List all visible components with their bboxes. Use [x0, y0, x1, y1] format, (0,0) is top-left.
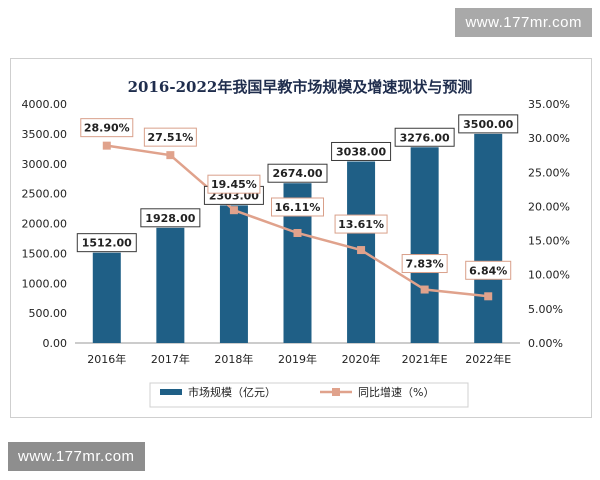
y-right-tick-label: 15.00%: [528, 235, 570, 248]
legend-box: [149, 382, 469, 408]
bar-data-label: 3500.00: [463, 118, 513, 131]
legend-label-bar: 市场规模（亿元）: [188, 385, 276, 399]
line-data-label: 16.11%: [275, 201, 321, 214]
chart-title: 2016-2022年我国早教市场规模及增速现状与预测: [127, 78, 473, 96]
y-right-tick-label: 35.00%: [528, 98, 570, 111]
bar: [156, 227, 185, 343]
y-right-tick-label: 0.00%: [528, 337, 563, 350]
x-tick-label: 2020年: [342, 352, 381, 366]
line-data-label: 13.61%: [338, 218, 384, 231]
y-axis-left: 0.00 500.00 1000.00 1500.00 2000.00 2500.00 30…: [22, 98, 68, 350]
bar-data-label: 3276.00: [400, 131, 450, 144]
x-axis: 2016年 2017年 2018年 2019年 2020年 2021年E 2022年E: [75, 342, 520, 366]
y-left-tick-label: 500.00: [29, 307, 68, 320]
x-tick-label: 2017年: [151, 352, 190, 366]
bar: [219, 205, 248, 343]
x-tick-label: 2022年E: [465, 352, 511, 366]
y-left-tick-label: 0.00: [43, 337, 68, 350]
line-point: [420, 285, 429, 294]
x-tick-label: 2019年: [278, 352, 317, 366]
bar-data-labels: 1512.001928.002303.002674.003038.003276.…: [76, 114, 519, 253]
line-data-label: 6.84%: [469, 264, 507, 277]
legend-swatch-marker: [332, 388, 340, 396]
legend: 市场规模（亿元） 同比增速（%）: [149, 382, 469, 408]
y-right-tick-label: 25.00%: [528, 166, 570, 179]
line-data-label-box: [334, 214, 388, 234]
line-data-label-box: [465, 260, 512, 280]
bar-data-label-box: [331, 141, 392, 161]
y-left-tick-label: 3500.00: [22, 128, 68, 141]
line-data-label: 7.83%: [406, 258, 444, 271]
bar-data-label: 1512.00: [82, 237, 132, 250]
line-point: [484, 292, 493, 301]
line-point: [357, 246, 366, 255]
bar-data-label-box: [394, 127, 455, 147]
line-data-label: 28.90%: [84, 122, 130, 135]
line-data-label-box: [271, 197, 324, 217]
watermark-bottom: www.177mr.com: [8, 442, 145, 471]
watermark-top: www.177mr.com: [455, 8, 592, 37]
line-data-label-box: [401, 254, 448, 274]
line-data-label: 27.51%: [147, 131, 193, 144]
legend-swatch-bar: [160, 389, 182, 395]
line-data-labels: 28.90% 27.51% 19.45% 16.11% 13.61% 7.83% 6.84%: [80, 118, 512, 280]
line-data-label-box: [207, 174, 261, 194]
bar: [410, 147, 439, 343]
y-right-tick-label: 20.00%: [528, 200, 570, 213]
line-point: [102, 141, 111, 150]
y-left-tick-label: 4000.00: [22, 98, 68, 111]
line-series: [102, 141, 493, 301]
bar-data-label-box: [140, 208, 201, 228]
y-left-tick-label: 2000.00: [22, 218, 68, 231]
legend-label-line: 同比增速（%）: [358, 385, 434, 399]
y-left-tick-label: 3000.00: [22, 158, 68, 171]
bar: [474, 133, 503, 343]
line-point: [229, 206, 238, 215]
bar-data-label: 2674.00: [272, 167, 322, 180]
line-data-label-box: [143, 127, 197, 147]
y-left-tick-label: 1500.00: [22, 247, 68, 260]
y-axis-right: 0.00% 5.00% 10.00% 15.00% 20.00% 25.00% 30.00%…: [528, 98, 570, 350]
y-left-tick-label: 1000.00: [22, 277, 68, 290]
line-data-label-box: [80, 118, 134, 138]
x-tick-label: 2018年: [214, 352, 253, 366]
bar-data-label-box: [458, 114, 519, 134]
y-left-tick-label: 2500.00: [22, 188, 68, 201]
x-tick-label: 2021年E: [402, 352, 448, 366]
line-data-label: 19.45%: [211, 178, 257, 191]
bar-data-label: 1928.00: [145, 212, 195, 225]
bar: [92, 252, 121, 343]
bar-data-label: 3038.00: [336, 145, 386, 158]
y-right-tick-label: 10.00%: [528, 269, 570, 282]
line-point: [293, 228, 302, 237]
y-right-tick-label: 30.00%: [528, 132, 570, 145]
bar-data-label-box: [267, 163, 328, 183]
x-tick-label: 2016年: [87, 352, 126, 366]
bar-data-label-box: [76, 233, 137, 253]
line-point: [166, 151, 175, 160]
y-right-tick-label: 5.00%: [528, 303, 563, 316]
